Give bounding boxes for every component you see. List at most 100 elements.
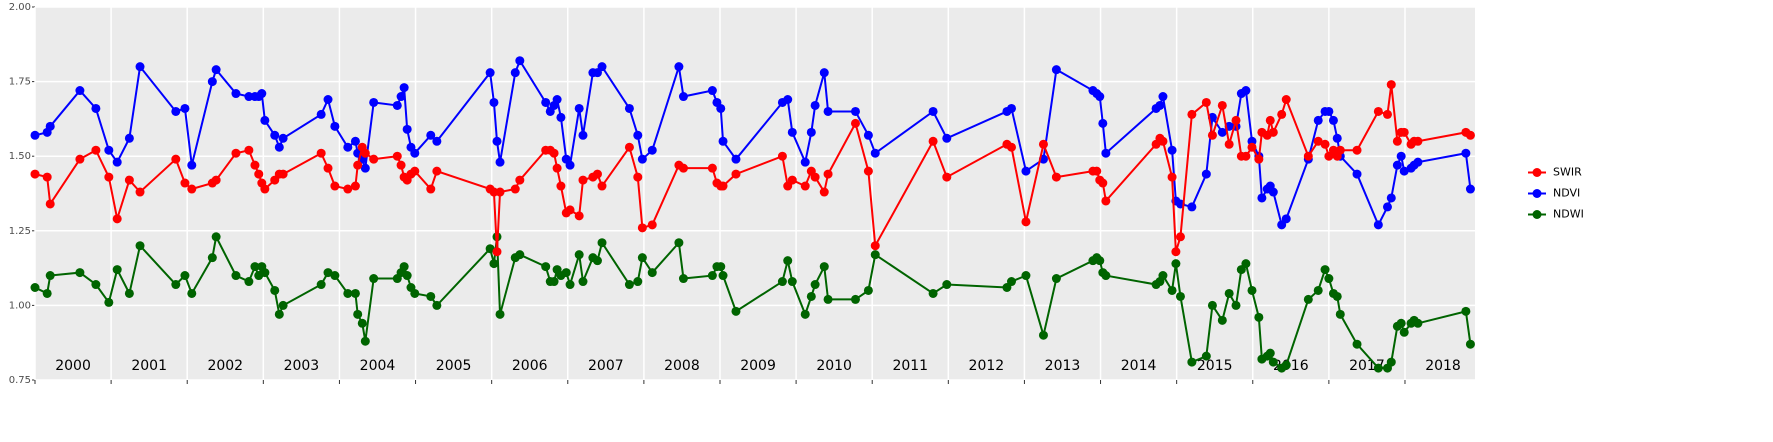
plot-background <box>35 7 1475 380</box>
data-point <box>211 232 221 242</box>
data-point <box>718 136 728 146</box>
data-point <box>1465 130 1475 140</box>
data-point <box>42 288 52 298</box>
x-tick-label: 2018 <box>1425 358 1461 374</box>
data-point <box>1324 274 1334 284</box>
data-point <box>510 184 520 194</box>
data-point <box>806 127 816 137</box>
data-point <box>850 294 860 304</box>
data-point <box>1332 133 1342 143</box>
data-point <box>787 277 797 287</box>
x-tick-label: 2007 <box>588 358 624 374</box>
data-point <box>1268 187 1278 197</box>
data-point <box>1281 360 1291 370</box>
data-point <box>556 181 566 191</box>
data-point <box>1396 151 1406 161</box>
data-point <box>1231 300 1241 310</box>
data-point <box>870 148 880 158</box>
data-point <box>244 145 254 155</box>
data-point <box>1392 160 1402 170</box>
data-point <box>343 288 353 298</box>
data-point <box>426 130 436 140</box>
data-point <box>396 92 406 102</box>
data-point <box>574 250 584 260</box>
data-point <box>187 184 197 194</box>
data-point <box>1257 193 1267 203</box>
data-point <box>716 103 726 113</box>
data-point <box>1303 294 1313 304</box>
data-point <box>1399 127 1409 137</box>
data-point <box>633 172 643 182</box>
data-point <box>231 271 241 281</box>
data-point <box>1461 148 1471 158</box>
data-point <box>718 271 728 281</box>
data-point <box>343 142 353 152</box>
data-point <box>402 271 412 281</box>
data-point <box>278 133 288 143</box>
data-point <box>1224 139 1234 149</box>
data-point <box>104 297 114 307</box>
data-point <box>1313 115 1323 125</box>
data-point <box>863 285 873 295</box>
x-tick-label: 2001 <box>131 358 167 374</box>
data-point <box>432 166 442 176</box>
data-point <box>207 77 217 87</box>
data-point <box>171 280 181 290</box>
data-point <box>250 262 260 272</box>
data-point <box>250 160 260 170</box>
data-point <box>1241 86 1251 96</box>
data-point <box>75 268 85 278</box>
data-point <box>1217 127 1227 137</box>
data-point <box>678 274 688 284</box>
data-point <box>1006 277 1016 287</box>
data-point <box>180 271 190 281</box>
data-point <box>350 288 360 298</box>
data-point <box>1175 291 1185 301</box>
data-point <box>1217 100 1227 110</box>
data-point <box>489 259 499 269</box>
data-point <box>231 89 241 99</box>
data-point <box>1231 115 1241 125</box>
legend-swatch <box>1532 210 1542 219</box>
data-point <box>565 160 575 170</box>
data-point <box>783 95 793 105</box>
data-point <box>270 285 280 295</box>
data-point <box>1241 151 1251 161</box>
data-point <box>800 157 810 167</box>
data-point <box>565 280 575 290</box>
data-point <box>211 65 221 75</box>
data-point <box>350 136 360 146</box>
data-point <box>850 118 860 128</box>
data-point <box>1051 65 1061 75</box>
data-point <box>360 163 370 173</box>
data-point <box>1320 139 1330 149</box>
data-point <box>592 256 602 266</box>
y-tick-label: 1.25 <box>9 226 31 237</box>
data-point <box>637 253 647 263</box>
data-point <box>1201 169 1211 179</box>
data-point <box>124 288 134 298</box>
data-point <box>330 181 340 191</box>
data-point <box>369 97 379 107</box>
data-point <box>1167 285 1177 295</box>
data-point <box>633 130 643 140</box>
data-point <box>124 175 134 185</box>
data-point <box>1201 97 1211 107</box>
data-point <box>1352 145 1362 155</box>
data-point <box>1352 169 1362 179</box>
data-point <box>1158 92 1168 102</box>
data-point <box>274 309 284 319</box>
data-point <box>1265 348 1275 358</box>
data-point <box>1413 157 1423 167</box>
legend-label: NDVI <box>1553 187 1580 200</box>
data-point <box>549 148 559 158</box>
data-point <box>350 181 360 191</box>
data-point <box>1095 92 1105 102</box>
data-point <box>1335 309 1345 319</box>
data-point <box>492 136 502 146</box>
data-point <box>112 214 122 224</box>
data-point <box>1465 184 1475 194</box>
data-point <box>678 163 688 173</box>
data-point <box>1313 285 1323 295</box>
data-point <box>180 103 190 113</box>
